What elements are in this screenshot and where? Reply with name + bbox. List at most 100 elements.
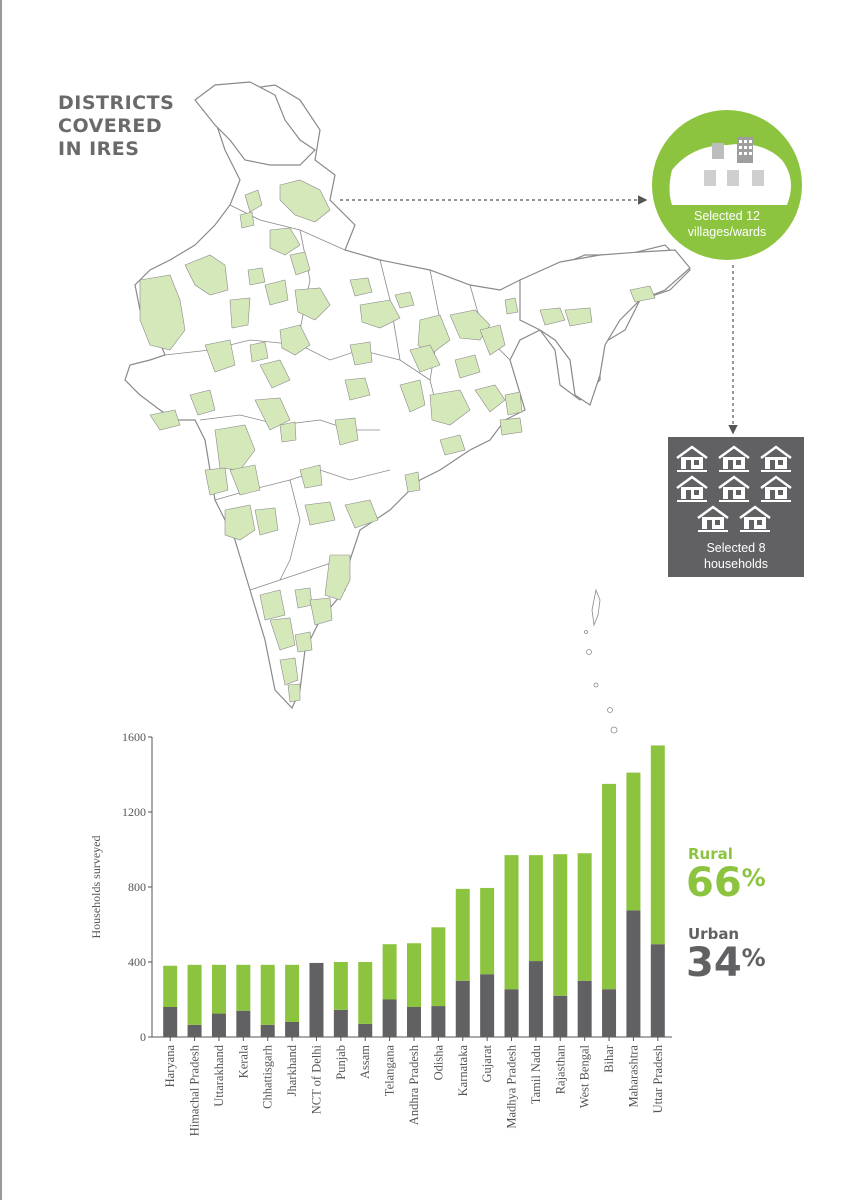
bar-urban [553,995,568,1037]
house-icon [718,475,750,502]
bar-rural [236,964,251,1011]
x-tick-label: NCT of Delhi [309,1044,323,1114]
village-line-2: villages/wards [687,225,767,239]
house-icon [718,445,750,472]
bar-rural [407,943,421,1007]
title-line-1: DISTRICTS [58,92,175,114]
y-tick-label: 1600 [122,730,146,744]
x-tick-label: Andhra Pradesh [407,1044,421,1125]
legend-urban-percent: 34% [686,940,766,986]
household-callout-text: Selected 8 households [668,540,804,572]
house-icons-group [676,445,792,532]
legend-rural-label: Rural [688,845,733,863]
bar-rural [528,855,543,962]
bar-rural [553,854,568,996]
x-tick-label: Jharkhand [285,1044,299,1096]
page-title: DISTRICTS COVERED IN IRES [58,92,218,161]
bar-urban [163,1007,178,1037]
bar-urban [236,1010,251,1037]
legend-urban-label: Urban [688,925,740,943]
bar-urban [650,944,665,1037]
bar-rural [650,745,665,945]
x-tick-label: Chhattisgarh [261,1044,275,1109]
bar-rural [455,888,470,981]
bar-urban [455,980,470,1037]
bar-urban [626,910,641,1037]
x-tick-label: Madhya Pradesh [505,1044,519,1128]
bar-urban [431,1006,446,1037]
bar-rural [504,855,519,990]
x-tick-label: Haryana [163,1045,177,1088]
bar-urban [382,999,397,1037]
x-tick-label: Assam [358,1045,372,1079]
village-map-icon [669,137,791,205]
village-callout-circle [652,110,802,260]
legend-rural-percent: 66% [686,860,766,906]
y-tick-label: 400 [128,955,146,969]
rural-pct-symbol: % [741,864,766,892]
page-border [0,0,2,1200]
rural-pct-value: 66 [686,860,742,906]
x-tick-label: Telangana [383,1045,397,1097]
y-tick-label: 800 [128,880,146,894]
bar-urban [528,961,543,1037]
x-tick-label: Kerala [236,1045,250,1079]
urban-pct-symbol: % [741,944,766,972]
india-map [124,81,738,734]
y-tick-label: 0 [140,1030,146,1044]
bar-urban [309,962,324,1037]
bar-rural [211,964,226,1014]
bar-rural [602,783,617,990]
house-icon [739,505,771,532]
bar-urban [407,1007,421,1037]
house-icon [697,505,729,532]
bar-rural [358,962,373,1024]
bar-urban [187,1024,202,1037]
bar-urban [504,989,519,1037]
urban-pct-value: 34 [686,940,742,986]
bar-rural [626,772,641,911]
bar-rural [285,964,300,1022]
bar-rural [333,962,348,1010]
village-line-1: Selected 12 [693,209,761,223]
bar-urban [602,989,617,1037]
x-tick-label: Uttarakhand [212,1044,226,1107]
house-icon [676,445,708,472]
bar-urban [577,980,592,1037]
bar-urban [211,1013,226,1037]
y-tick-label: 1200 [122,805,146,819]
bar-rural [187,964,202,1025]
title-line-3: IN IRES [58,138,140,160]
covered-districts [139,179,656,703]
bar-urban [358,1023,373,1037]
x-tick-label: Maharashtra [626,1045,640,1108]
bar-urban [285,1022,300,1037]
x-tick-label: West Bengal [578,1044,592,1108]
house-icon [676,475,708,502]
household-line-2: households [704,557,768,571]
x-tick-label: Himachal Pradesh [188,1044,202,1136]
x-tick-label: Karnataka [456,1045,470,1097]
x-tick-label: Odisha [431,1045,445,1081]
x-tick-label: Tamil Nadu [529,1044,543,1104]
x-tick-label: Gujarat [480,1044,494,1082]
household-line-1: Selected 8 [706,541,766,555]
x-tick-label: Rajasthan [553,1044,567,1094]
x-tick-label: Bihar [602,1044,616,1073]
x-tick-label: Punjab [334,1045,348,1080]
x-tick-label: Uttar Pradesh [651,1044,665,1113]
bar-rural [577,853,592,981]
bar-rural [260,964,275,1025]
bar-rural [480,887,495,975]
bar-rural [163,965,178,1007]
bar-urban [260,1024,275,1037]
household-callout-box [668,437,804,577]
house-icon [760,445,792,472]
bar-urban [333,1009,348,1037]
bar-urban [480,974,495,1037]
y-axis-label: Households surveyed [89,836,103,939]
village-callout-text: Selected 12 villages/wards [662,208,792,240]
bar-rural [431,927,446,1007]
house-icon [760,475,792,502]
